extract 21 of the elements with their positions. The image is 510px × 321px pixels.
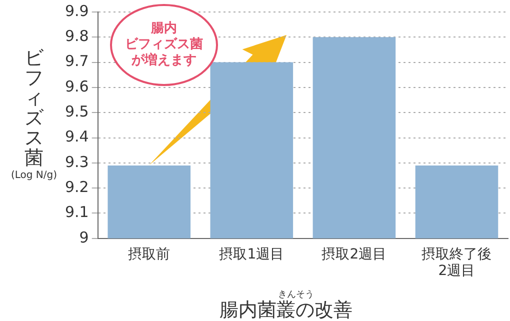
- y-tick-label: 9.8: [64, 27, 89, 46]
- speech-bubble: 腸内 ビフィズス菌 が増えます: [110, 4, 218, 86]
- x-tick-label: 摂取1週目: [219, 246, 284, 262]
- y-tick-label: 9.6: [64, 77, 89, 96]
- text: きんそう: [278, 289, 314, 300]
- y-tick-label: 9: [79, 228, 89, 246]
- annotation: 腸内: [151, 20, 177, 37]
- y-tick-label: 9.3: [64, 152, 89, 171]
- x-tick-label: 摂取前: [128, 246, 170, 262]
- x-tick-label: 摂取2週目: [322, 246, 387, 262]
- annotation: ビフィズス菌: [125, 36, 203, 52]
- y-tick-label: 9.9: [64, 2, 89, 20]
- y-axis-title: ビフィズス菌 (Log N/g): [10, 47, 58, 181]
- annotation: が増えます: [132, 53, 196, 70]
- x-axis-title: 腸内菌叢の改善: [218, 299, 354, 321]
- x-tick-label: 摂取終了後 2週目: [422, 246, 492, 280]
- y-tick-label: 9.4: [64, 128, 89, 146]
- y-tick-label: 9.1: [64, 203, 89, 222]
- y-tick-label: 9.2: [64, 178, 89, 196]
- y-tick-label: 9.7: [64, 52, 89, 70]
- y-tick-label: 9.5: [64, 102, 89, 121]
